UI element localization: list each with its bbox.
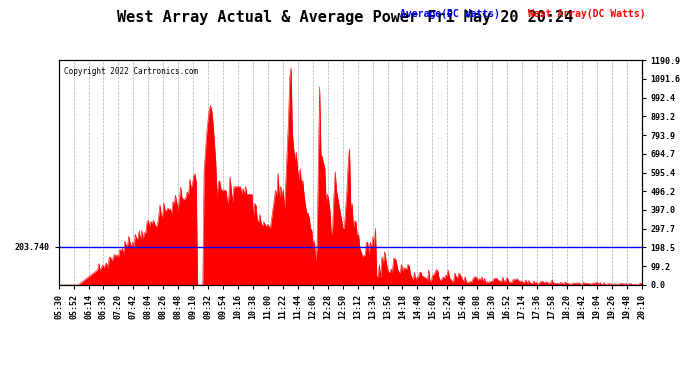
Text: West Array(DC Watts): West Array(DC Watts): [528, 9, 645, 20]
Text: West Array Actual & Average Power Fri May 20 20:24: West Array Actual & Average Power Fri Ma…: [117, 9, 573, 26]
Text: Copyright 2022 Cartronics.com: Copyright 2022 Cartronics.com: [64, 67, 199, 76]
Text: Average(DC Watts): Average(DC Watts): [400, 9, 500, 20]
